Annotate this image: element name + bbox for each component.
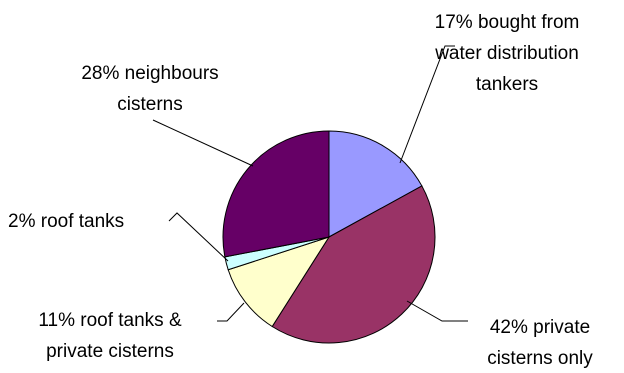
leader-line-0 bbox=[399, 45, 455, 164]
slice-label-line: 11% roof tanks & bbox=[38, 310, 182, 331]
slice-label-line: tankers bbox=[476, 74, 538, 95]
slice-label-3: 2% roof tanks bbox=[8, 211, 124, 232]
slice-labels: 17% bought from water distribution tankers… bbox=[8, 12, 593, 369]
leader-lines bbox=[152, 45, 468, 322]
slice-label-2: 11% roof tanks & private cisterns bbox=[38, 310, 182, 362]
slice-label-1: 42% private cisterns only bbox=[487, 317, 593, 369]
slice-label-line: 28% neighbours bbox=[81, 63, 218, 84]
slice-label-4: 28% neighbours cisterns bbox=[81, 63, 218, 115]
pie-slice-0 bbox=[328, 130, 423, 238]
slice-label-line: water distribution bbox=[434, 43, 579, 64]
leader-line-1 bbox=[406, 300, 468, 322]
slice-label-line: cisterns only bbox=[487, 348, 593, 369]
leader-line-4 bbox=[152, 119, 254, 167]
slice-label-line: private cisterns bbox=[46, 341, 174, 362]
slice-label-line: cisterns bbox=[117, 94, 182, 115]
slice-label-0: 17% bought from water distribution tankers bbox=[434, 12, 579, 95]
pie-slice-2 bbox=[227, 236, 331, 328]
slice-label-line: 17% bought from bbox=[435, 12, 580, 33]
pie-slice-4 bbox=[222, 130, 330, 258]
slice-label-line: 2% roof tanks bbox=[8, 211, 124, 232]
pie-slice-1 bbox=[271, 185, 436, 344]
leader-line-2 bbox=[217, 302, 245, 322]
slice-label-line: 42% private bbox=[490, 317, 590, 338]
leader-line-3 bbox=[168, 212, 229, 262]
pie-slices bbox=[222, 130, 436, 344]
